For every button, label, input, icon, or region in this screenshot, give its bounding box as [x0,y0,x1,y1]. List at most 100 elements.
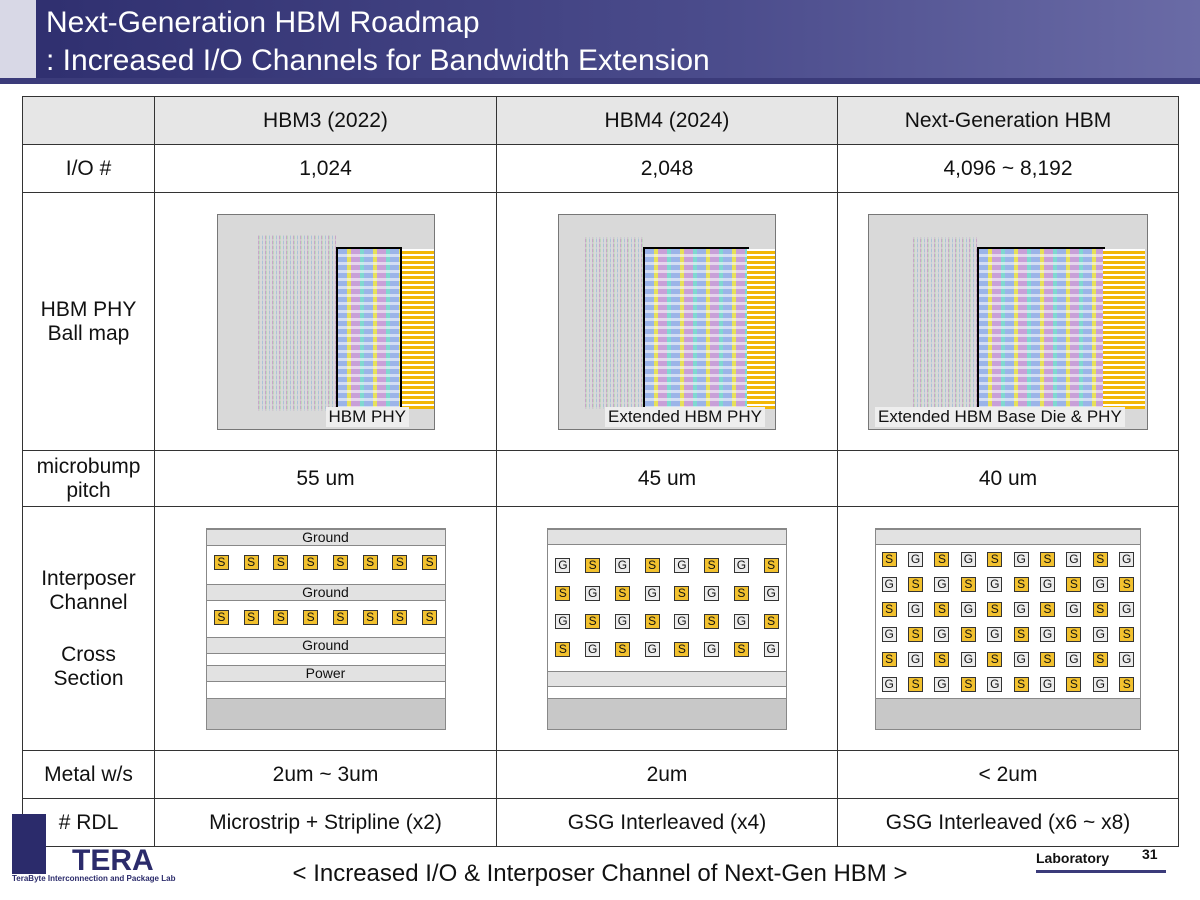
ground-bump: G [614,614,630,629]
signal-bump: S [1013,627,1029,642]
signal-bump: S [704,614,720,629]
metal-label: Metal w/s [22,750,155,799]
ground-bump: G [1119,552,1135,567]
signal-bump: S [1040,602,1056,617]
phy-next: Extended HBM Base Die & PHY [837,192,1179,451]
signal-bump: S [908,577,924,592]
ballmap-phy-box [643,246,749,411]
ground-bump: G [644,586,660,601]
layer-power: Power [206,664,445,682]
signal-bump: S [1119,677,1135,692]
signal-bump: S [1013,577,1029,592]
ground-bump: G [987,677,1003,692]
ballmap-phy-box [335,246,402,411]
ground-bump: G [1040,627,1056,642]
signal-bump: S [213,610,229,625]
ground-bump: G [1092,677,1108,692]
ground-bump: G [960,652,976,667]
ballmap-hbm4: Extended HBM PHY [558,213,776,430]
signal-bump: S [392,610,408,625]
signal-bump: S [960,677,976,692]
signal-bump: S [934,652,950,667]
phy-hbm4: Extended HBM PHY [496,192,838,451]
header-row: HBM3 (2022) HBM4 (2024) Next-Generation … [22,96,1179,145]
signal-bump: S [273,555,289,570]
metal-row: Metal w/s 2um ~ 3um 2um < 2um [22,750,1179,799]
ground-bump: G [1119,652,1135,667]
signal-bump: S [674,586,690,601]
ground-bump: G [555,614,571,629]
ballmap-logic-area [585,236,643,409]
ballmap-caption-hbm4: Extended HBM PHY [605,406,766,427]
substrate-layer [548,697,786,729]
channel-label-line4: Section [53,666,124,690]
phy-row: HBM PHY Ball map HBM PHY Extended HBM PH… [22,192,1179,451]
title-bar-accent [0,0,36,78]
col-header-hbm3: HBM3 (2022) [154,96,497,145]
lab-name: Laboratory [1036,850,1110,866]
ground-bump: G [674,614,690,629]
rdl-row: # RDL Microstrip + Stripline (x2) GSG In… [22,798,1179,847]
signal-bump: S [1092,602,1108,617]
page-number: 31 [1142,846,1158,862]
signal-bump: S [392,555,408,570]
ballmap-next: Extended HBM Base Die & PHY [868,213,1148,430]
signal-bump: S [934,552,950,567]
rdl-hbm4: GSG Interleaved (x4) [496,798,838,847]
ground-bump: G [908,602,924,617]
ground-bump: G [1040,677,1056,692]
ground-bump: G [1066,652,1082,667]
ballmap-phy-box [977,246,1105,411]
ground-bump: G [733,614,749,629]
ballmap-phy-io [1103,248,1145,409]
ground-bump: G [1013,652,1029,667]
signal-bump: S [644,558,660,573]
ground-bump: G [934,677,950,692]
phy-label: HBM PHY Ball map [22,192,155,451]
signal-bump: S [644,614,660,629]
signal-bump: S [362,610,378,625]
signal-bump: S [960,577,976,592]
signal-bump: S [1040,552,1056,567]
layer-ground: Ground [206,528,445,546]
metal-next: < 2um [837,750,1179,799]
ground-bump: G [555,558,571,573]
signal-bump: S [585,614,601,629]
metal-hbm4: 2um [496,750,838,799]
signal-bump: S [614,586,630,601]
signal-bump: S [555,586,571,601]
io-hbm3: 1,024 [154,144,497,193]
signal-bump: S [303,555,319,570]
ground-bump: G [881,627,897,642]
title-bar: Next-Generation HBM Roadmap : Increased … [0,0,1200,78]
signal-bump: S [243,555,259,570]
signal-bump: S [614,642,630,657]
io-hbm4: 2,048 [496,144,838,193]
signal-bump: S [273,610,289,625]
signal-bump: S [763,558,779,573]
signal-bump: S [585,558,601,573]
ballmap-caption-next: Extended HBM Base Die & PHY [875,406,1125,427]
signal-bump: S [213,555,229,570]
ground-bump: G [881,577,897,592]
footer-rule [1036,870,1166,873]
channel-label-line1: Interposer [41,566,136,590]
phy-hbm3: HBM PHY [154,192,497,451]
signal-bump: S [908,627,924,642]
substrate-layer [206,697,445,729]
ground-bump: G [585,642,601,657]
ground-bump: G [644,642,660,657]
